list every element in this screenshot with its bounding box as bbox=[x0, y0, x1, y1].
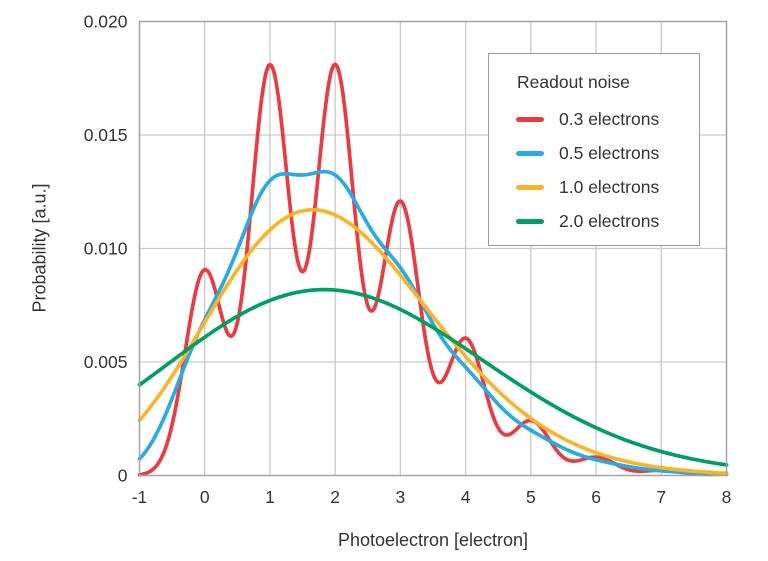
legend-items: 0.3 electrons 0.5 electrons 1.0 electrons 2… bbox=[489, 102, 699, 238]
x-tick-label: 7 bbox=[656, 487, 666, 507]
series-line-0-3-electrons bbox=[137, 62, 729, 477]
legend-title: Readout noise bbox=[517, 72, 630, 92]
legend-item-label: 0.3 electrons bbox=[559, 108, 660, 129]
legend-item-label: 0.5 electrons bbox=[559, 142, 660, 163]
series-line-2-0-electrons bbox=[137, 287, 729, 467]
x-tick-label: 8 bbox=[722, 487, 732, 507]
legend-item: 0.5 electrons bbox=[516, 136, 699, 170]
x-axis-label: Photoelectron [electron] bbox=[337, 530, 529, 550]
series-line-0-5-electrons bbox=[137, 169, 729, 477]
x-tick-label: 5 bbox=[526, 487, 536, 507]
x-tick-label: 4 bbox=[461, 487, 471, 507]
legend-item-label: 1.0 electrons bbox=[559, 176, 660, 197]
y-tick-label: 0.020 bbox=[84, 12, 128, 32]
legend-item: 0.3 electrons bbox=[516, 102, 699, 136]
legend-item: 2.0 electrons bbox=[516, 204, 699, 238]
legend-item-label: 2.0 electrons bbox=[559, 210, 660, 231]
y-axis-label: Probability [a.u.] bbox=[29, 183, 50, 313]
y-tick-label: 0.015 bbox=[84, 125, 128, 145]
legend-swatch-icon bbox=[516, 218, 544, 224]
plot-border bbox=[138, 20, 728, 477]
legend-swatch-icon bbox=[516, 116, 544, 122]
legend-swatch-icon bbox=[516, 184, 544, 190]
x-tick-label: 2 bbox=[330, 487, 340, 507]
x-tick-label: 0 bbox=[200, 487, 210, 507]
legend: Readout noise 0.3 electrons 0.5 electrons… bbox=[488, 53, 700, 246]
y-tick-label: 0 bbox=[118, 466, 128, 486]
y-tick-label: 0.010 bbox=[84, 239, 128, 259]
x-tick-label: 3 bbox=[396, 487, 406, 507]
x-tick-label: -1 bbox=[132, 487, 148, 507]
x-tick-label: 6 bbox=[591, 487, 601, 507]
x-tick-label: 1 bbox=[265, 487, 275, 507]
y-tick-label: 0.005 bbox=[84, 352, 128, 372]
legend-swatch-icon bbox=[516, 150, 544, 156]
legend-item: 1.0 electrons bbox=[516, 170, 699, 204]
series-line-1-0-electrons bbox=[137, 207, 729, 476]
